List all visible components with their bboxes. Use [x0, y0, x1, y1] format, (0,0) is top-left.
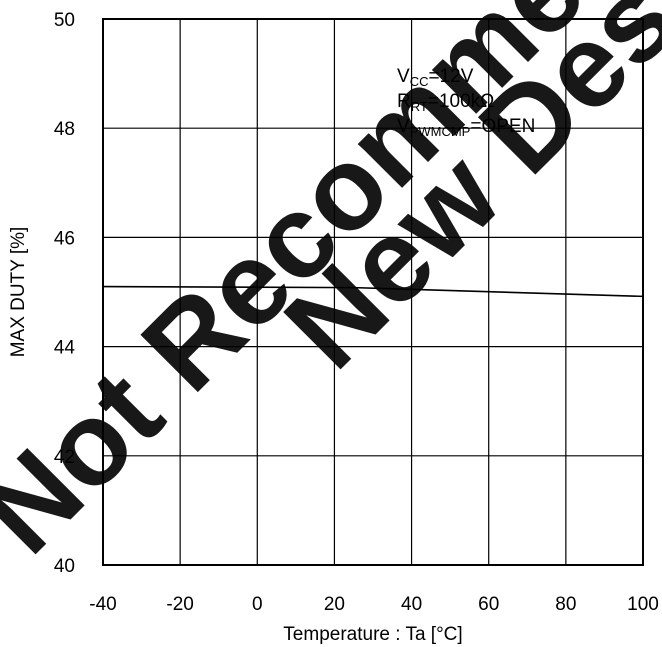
- x-tick-label: 100: [627, 594, 659, 615]
- x-axis-title: Temperature : Ta [°C]: [283, 624, 462, 645]
- x-tick-label: 40: [401, 594, 422, 615]
- x-tick-labels: -40 -20 0 20 40 60 80 100: [89, 594, 659, 615]
- series-line-0: [102, 285, 644, 298]
- y-tick-label: 40: [54, 556, 75, 577]
- y-tick-label: 46: [54, 228, 75, 249]
- x-tick-label: 60: [478, 594, 499, 615]
- annotation-line-2: VPWMCMP=OPEN: [397, 116, 535, 139]
- y-tick-label: 50: [54, 10, 75, 31]
- y-tick-label: 48: [54, 119, 75, 140]
- x-tick-label: 80: [555, 594, 576, 615]
- y-tick-labels: 40 42 44 46 48 50: [54, 10, 76, 577]
- y-tick-label: 44: [54, 338, 76, 359]
- x-tick-label: -40: [89, 594, 116, 615]
- annotation-line-1: RRT=100kΩ: [397, 91, 494, 114]
- plot-frame: [102, 18, 644, 566]
- plot-border: [102, 18, 644, 566]
- y-axis-title: MAX DUTY [%]: [8, 227, 29, 358]
- y-tick-label: 42: [54, 447, 75, 468]
- watermark: Not Recommended forNew Designs: [0, 0, 662, 578]
- series-layer: [102, 285, 644, 298]
- x-tick-label: 0: [252, 594, 263, 615]
- annotation-line-0: VCC=12V: [397, 66, 474, 89]
- x-tick-label: -20: [166, 594, 193, 615]
- x-tick-label: 20: [324, 594, 345, 615]
